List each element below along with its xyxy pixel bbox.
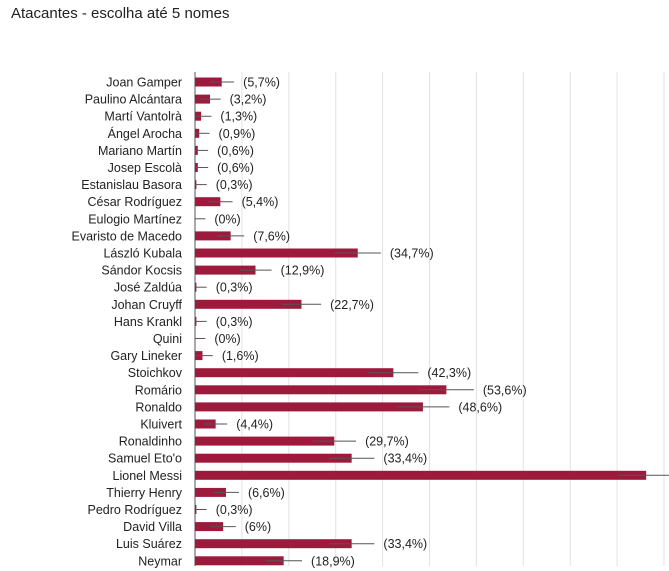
category-label: Josep Escolà — [108, 161, 182, 175]
data-label: (0,6%) — [217, 144, 254, 158]
category-label: Stoichkov — [128, 366, 183, 380]
data-label: (6%) — [245, 520, 271, 534]
category-label: Luis Suárez — [116, 537, 182, 551]
data-label: (42,3%) — [427, 366, 471, 380]
data-label: (0,9%) — [219, 127, 256, 141]
bar — [195, 265, 256, 275]
bar — [195, 368, 394, 378]
data-label: (3,2%) — [230, 93, 267, 107]
category-label: Estanislau Basora — [81, 178, 182, 192]
data-label: (0,6%) — [217, 161, 254, 175]
data-label: (48,6%) — [458, 400, 502, 414]
bar — [195, 77, 222, 87]
category-label: Kluivert — [140, 418, 182, 432]
bar — [195, 385, 447, 395]
category-label: Evaristo de Macedo — [72, 229, 183, 243]
category-label: Lionel Messi — [113, 469, 182, 483]
data-label: (7,6%) — [253, 229, 290, 243]
data-label: (34,7%) — [390, 247, 434, 261]
data-label: (22,7%) — [330, 298, 374, 312]
data-label: (1,6%) — [222, 349, 259, 363]
category-label: Martí Vantolrà — [104, 110, 182, 124]
category-label: Paulino Alcántara — [85, 93, 182, 107]
category-label: Mariano Martín — [98, 144, 182, 158]
data-label: (33,4%) — [383, 537, 427, 551]
bar — [195, 470, 647, 480]
data-label: (29,7%) — [365, 435, 409, 449]
chart-title: Atacantes - escolha até 5 nomes — [11, 5, 230, 22]
data-label: (18,9%) — [311, 554, 355, 568]
category-label: Ronaldinho — [119, 435, 182, 449]
category-label: Samuel Eto'o — [108, 452, 182, 466]
grid-lines — [241, 72, 665, 566]
category-label: László Kubala — [103, 247, 182, 261]
bar — [195, 402, 423, 412]
data-label: (5,7%) — [243, 76, 280, 90]
data-label: (0,3%) — [216, 315, 253, 329]
data-label: (53,6%) — [483, 383, 527, 397]
category-label: Hans Krankl — [114, 315, 182, 329]
category-label: Ángel Arocha — [108, 126, 182, 141]
category-label: Eulogio Martínez — [88, 212, 182, 226]
data-label: (0,3%) — [216, 178, 253, 192]
category-label: Johan Cruyff — [111, 298, 182, 312]
data-label: (0,3%) — [216, 503, 253, 517]
category-label: Ronaldo — [135, 400, 182, 414]
category-label: César Rodríguez — [88, 195, 183, 209]
category-label: José Zaldúa — [114, 281, 182, 295]
data-label: (4,4%) — [236, 418, 273, 432]
data-label: (33,4%) — [383, 452, 427, 466]
data-label: (0%) — [214, 332, 240, 346]
category-label: Quini — [153, 332, 182, 346]
category-label: Romário — [135, 383, 182, 397]
bar — [195, 539, 352, 549]
data-label: (0,3%) — [216, 281, 253, 295]
category-label: Neymar — [138, 554, 182, 568]
data-label: (12,9%) — [281, 264, 325, 278]
bar — [195, 453, 352, 463]
data-label: (1,3%) — [220, 110, 257, 124]
bar — [195, 248, 358, 258]
bar — [195, 487, 226, 497]
category-label: Pedro Rodríguez — [87, 503, 182, 517]
category-label: Gary Lineker — [110, 349, 182, 363]
data-label: (5,4%) — [242, 195, 279, 209]
category-label: Thierry Henry — [106, 486, 182, 500]
category-label: Sándor Kocsis — [101, 264, 182, 278]
category-label: Joan Gamper — [106, 76, 182, 90]
data-label: (0%) — [214, 212, 240, 226]
category-label: David Villa — [123, 520, 182, 534]
bar — [195, 556, 284, 566]
bar — [195, 231, 231, 241]
data-label: (6,6%) — [248, 486, 285, 500]
bar — [195, 197, 221, 207]
bar — [195, 436, 335, 446]
bar — [195, 299, 302, 309]
bar — [195, 522, 224, 532]
